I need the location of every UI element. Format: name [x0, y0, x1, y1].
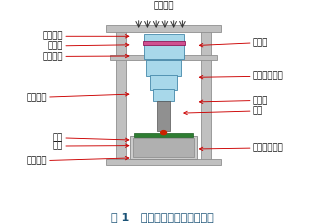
Text: 滑动触点: 滑动触点: [43, 52, 129, 61]
Text: 砧板: 砧板: [53, 142, 129, 151]
Bar: [133, 138, 194, 157]
Bar: [110, 55, 217, 60]
Bar: [150, 75, 177, 90]
Bar: [201, 29, 211, 164]
Text: 图 1   超声振动装置结构示意图: 图 1 超声振动装置结构示意图: [110, 212, 214, 222]
Text: 静水压力: 静水压力: [153, 2, 174, 11]
Text: 冲压机: 冲压机: [199, 96, 268, 105]
Text: 换能器: 换能器: [199, 38, 268, 47]
Bar: [130, 136, 197, 159]
Text: 传感器: 传感器: [48, 41, 129, 50]
Text: 滑动触点: 滑动触点: [43, 32, 129, 41]
Text: 超声放大装置: 超声放大装置: [199, 72, 284, 81]
Bar: [106, 25, 221, 32]
Text: 超声振动: 超声振动: [27, 93, 129, 102]
Text: 滚珠: 滚珠: [53, 133, 129, 142]
Bar: [144, 34, 184, 59]
Bar: [116, 29, 126, 164]
Bar: [146, 60, 181, 76]
Text: 样品: 样品: [184, 106, 263, 115]
Bar: [106, 159, 221, 165]
Bar: [143, 41, 185, 45]
Circle shape: [161, 131, 167, 135]
Bar: [134, 133, 193, 137]
Bar: [153, 89, 174, 101]
Text: 两轴滑台: 两轴滑台: [27, 156, 129, 165]
Bar: [157, 101, 170, 131]
Text: 工件台控制器: 工件台控制器: [199, 143, 284, 152]
